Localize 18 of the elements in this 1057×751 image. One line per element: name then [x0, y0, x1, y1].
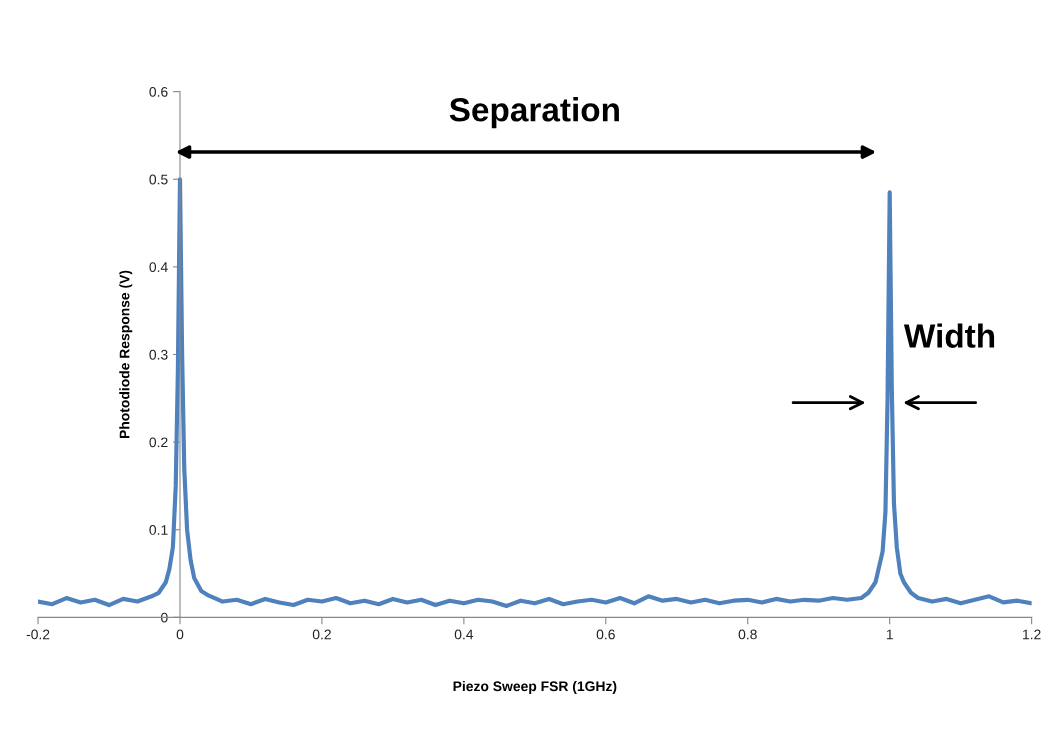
x-tick-label: 0: [176, 629, 184, 640]
y-axis-title: Photodiode Response (V): [119, 270, 133, 439]
x-tick-label: 0.8: [738, 629, 757, 640]
y-tick-label: 0.2: [149, 437, 168, 448]
annotation: Width: [903, 323, 995, 348]
x-tick-label: 0.6: [596, 629, 615, 640]
y-tick-label: 0.4: [149, 262, 168, 273]
x-tick-label: 0.4: [454, 629, 474, 640]
y-tick-label: 0.5: [149, 174, 168, 185]
x-tick-label: 1: [886, 629, 893, 640]
x-tick-label: 0.2: [312, 629, 331, 640]
annotation: Separation: [449, 97, 619, 129]
y-tick-label: 0.1: [149, 525, 168, 535]
x-tick-label: -0.2: [26, 629, 50, 640]
x-axis-title: Piezo Sweep FSR (1GHz): [453, 680, 617, 694]
x-tick-label: 1.2: [1023, 629, 1041, 640]
y-tick-label: 0.6: [149, 86, 168, 97]
y-tick-label: 0.3: [149, 349, 168, 360]
